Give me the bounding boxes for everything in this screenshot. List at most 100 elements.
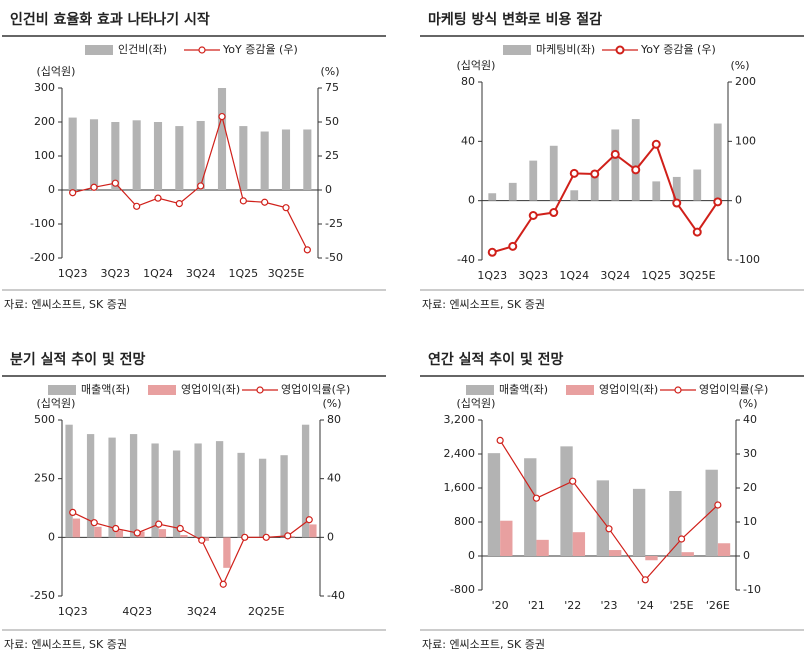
- y-tick-label: -250: [30, 589, 55, 602]
- bar: [632, 488, 646, 556]
- point: [133, 529, 141, 537]
- bar: [672, 176, 681, 201]
- bar: [611, 129, 620, 201]
- x-tick-label: 1Q25: [229, 267, 259, 280]
- bar: [590, 173, 599, 201]
- y-tick-label: -40: [457, 253, 475, 266]
- bar: [488, 193, 497, 201]
- bar: [652, 181, 661, 201]
- bar: [201, 537, 210, 541]
- y-tick-label: 800: [454, 515, 475, 528]
- point: [508, 241, 518, 251]
- point: [154, 194, 162, 202]
- y2-tick-label: 10: [743, 515, 757, 528]
- bar: [108, 437, 116, 538]
- x-tick-label: 1Q23: [58, 605, 88, 618]
- y-axis-label: (십억원): [37, 65, 76, 78]
- bar: [631, 119, 640, 201]
- point: [284, 532, 292, 540]
- bar: [65, 424, 73, 538]
- y2-tick-label: 0: [743, 549, 750, 562]
- point: [569, 477, 577, 485]
- bar: [717, 543, 731, 556]
- bar: [223, 537, 231, 568]
- point: [532, 494, 541, 502]
- y2-tick-label: 80: [327, 413, 341, 426]
- legend-marker: [615, 45, 625, 55]
- bar: [287, 536, 296, 538]
- point: [677, 535, 686, 543]
- bar: [645, 556, 658, 561]
- line: [72, 114, 308, 251]
- y2-tick-label: 20: [743, 481, 757, 494]
- point: [610, 149, 620, 159]
- y2-tick-label: 200: [735, 75, 756, 88]
- y-tick-label: 2,400: [444, 447, 476, 460]
- y-tick-label: 3,200: [444, 413, 476, 426]
- y-tick-label: 100: [34, 149, 55, 162]
- y-axis-label: (십억원): [457, 59, 496, 72]
- point: [261, 198, 269, 206]
- legend-label: 마케팅비(좌): [536, 43, 595, 56]
- bar: [175, 126, 184, 190]
- bar: [68, 117, 77, 190]
- y2-tick-label: 30: [743, 447, 757, 460]
- y2-axis-label: (%): [320, 65, 339, 78]
- x-tick-label: 1Q23: [477, 269, 507, 282]
- x-tick-label: 4Q23: [122, 605, 152, 618]
- legend-marker: [674, 386, 682, 394]
- point: [175, 200, 183, 208]
- legend-label: 영업이익률(우): [281, 383, 350, 396]
- bar: [705, 469, 718, 556]
- y-tick-label: 0: [48, 183, 55, 196]
- y2-tick-label: -25: [325, 217, 343, 230]
- point: [155, 520, 163, 528]
- y2-tick-label: -10: [743, 583, 761, 596]
- point: [631, 165, 641, 175]
- point: [305, 516, 313, 524]
- line: [491, 142, 719, 254]
- x-tick-label: 3Q24: [187, 605, 217, 618]
- legend-label: 매출액(좌): [499, 383, 548, 396]
- point: [111, 179, 119, 187]
- x-tick-label: '21: [528, 599, 545, 612]
- y2-tick-label: -50: [325, 251, 343, 264]
- point: [90, 519, 98, 527]
- bar: [693, 169, 702, 201]
- x-tick-label: '20: [492, 599, 509, 612]
- legend-swatch: [85, 45, 113, 55]
- y-tick-label: -800: [450, 583, 475, 596]
- y2-tick-label: 0: [327, 530, 334, 543]
- y-tick-label: 80: [461, 75, 475, 88]
- bar: [536, 539, 549, 556]
- point: [692, 227, 702, 237]
- point: [496, 436, 504, 444]
- legend-label: YoY 증감율 (우): [640, 43, 716, 56]
- y-tick-label: 40: [461, 134, 475, 147]
- bar: [129, 434, 138, 538]
- x-tick-label: 1Q23: [58, 267, 88, 280]
- point: [672, 198, 682, 208]
- legend-label: 영업이익률(우): [699, 383, 768, 396]
- x-tick-label: 1Q24: [559, 269, 589, 282]
- y2-tick-label: -100: [735, 253, 760, 266]
- legend-marker: [198, 46, 206, 54]
- chart-title: 마케팅 방식 변화로 비용 절감: [428, 11, 602, 28]
- point: [713, 197, 723, 207]
- x-tick-label: 1Q24: [143, 267, 173, 280]
- bar: [301, 424, 310, 538]
- point: [303, 246, 311, 254]
- y-tick-label: -100: [30, 217, 55, 230]
- point: [90, 183, 98, 191]
- source: 자료: 엔씨소프트, SK 증권: [422, 298, 545, 311]
- source: 자료: 엔씨소프트, SK 증권: [422, 638, 545, 651]
- y2-tick-label: 25: [325, 149, 339, 162]
- x-tick-label: '23: [600, 599, 617, 612]
- point: [487, 247, 497, 257]
- point: [176, 524, 184, 533]
- bar: [487, 453, 501, 556]
- point: [569, 168, 579, 178]
- bar: [111, 122, 120, 190]
- line: [72, 511, 310, 586]
- bar: [281, 129, 291, 190]
